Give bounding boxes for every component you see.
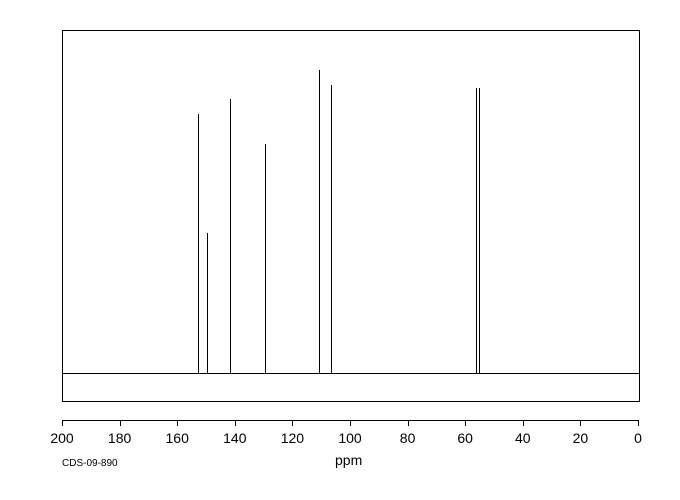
x-tick [177, 420, 178, 426]
x-tick [62, 420, 63, 426]
x-tick-label: 60 [457, 430, 473, 446]
x-tick [292, 420, 293, 426]
x-tick-label: 120 [281, 430, 304, 446]
peak [207, 233, 208, 374]
x-tick [638, 420, 639, 426]
x-tick [350, 420, 351, 426]
x-tick-label: 140 [223, 430, 246, 446]
x-tick [408, 420, 409, 426]
x-tick-label: 40 [515, 430, 531, 446]
x-axis-label: ppm [335, 452, 362, 468]
peak [476, 88, 477, 373]
x-tick-label: 0 [634, 430, 642, 446]
nmr-chart-container: ppm CDS-09-890 2001801601401201008060402… [0, 0, 680, 500]
x-tick-label: 160 [166, 430, 189, 446]
peak [319, 70, 320, 373]
peak [331, 85, 332, 374]
peak [198, 114, 199, 373]
x-tick [523, 420, 524, 426]
footer-label: CDS-09-890 [62, 458, 118, 469]
x-tick [465, 420, 466, 426]
peak [265, 144, 266, 373]
baseline [63, 373, 639, 374]
peak [479, 88, 480, 373]
x-tick-label: 180 [108, 430, 131, 446]
peak [230, 99, 231, 373]
x-tick-label: 100 [338, 430, 361, 446]
x-tick [580, 420, 581, 426]
x-tick-label: 20 [573, 430, 589, 446]
x-tick [235, 420, 236, 426]
x-tick-label: 200 [50, 430, 73, 446]
x-tick-label: 80 [400, 430, 416, 446]
plot-area [62, 30, 640, 402]
x-tick [120, 420, 121, 426]
